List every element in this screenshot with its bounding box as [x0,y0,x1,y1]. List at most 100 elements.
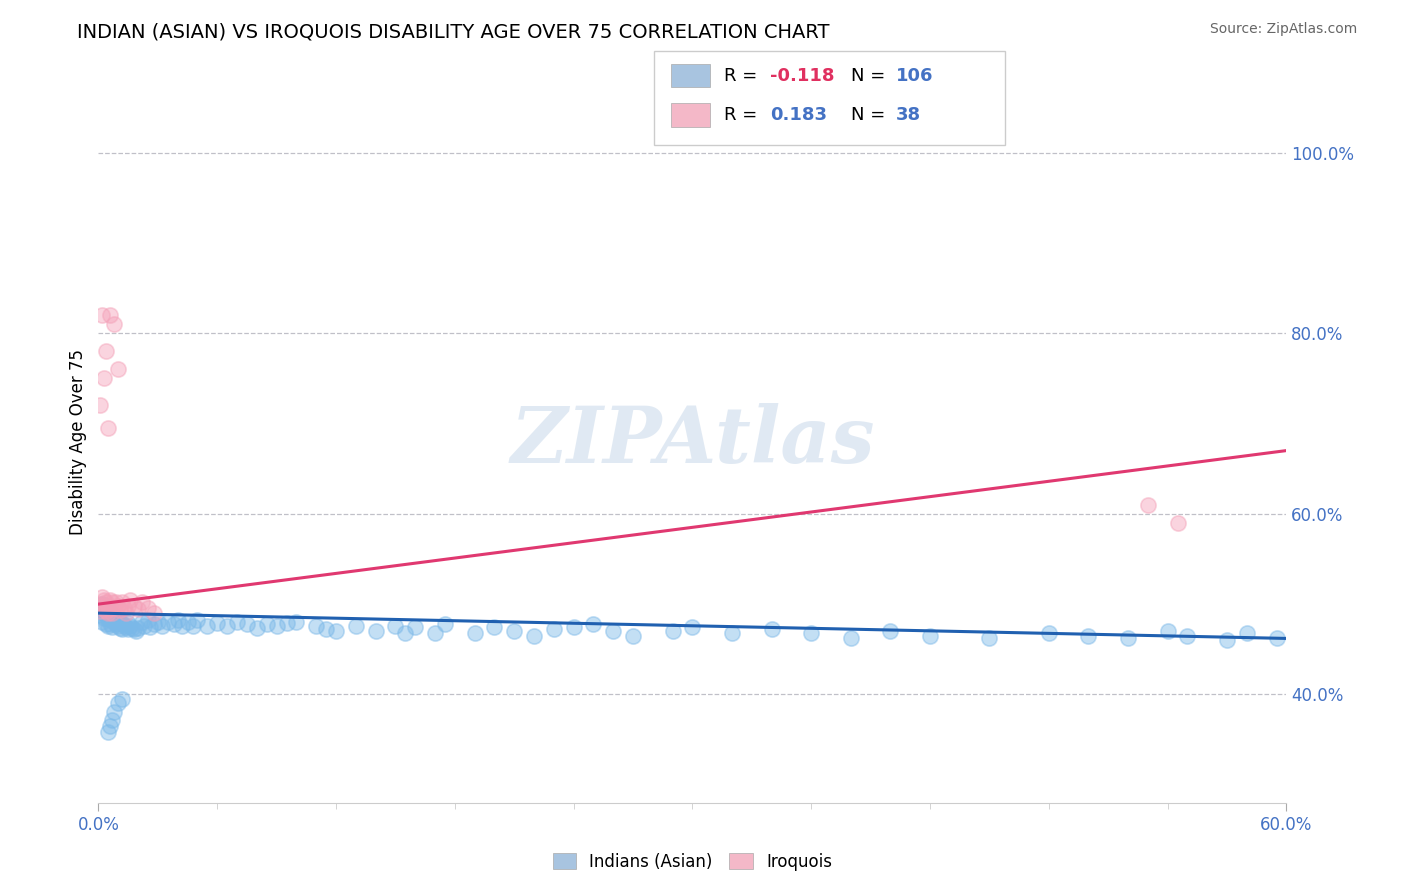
Point [879,624,901,639]
Point [108,602,131,616]
Point [93,606,115,620]
Point [1038,626,1060,640]
Point [101,613,124,627]
Text: 0.183: 0.183 [770,106,828,124]
Point [1236,626,1258,640]
Point [163,617,186,632]
Point [305,619,328,633]
Point [115,620,138,634]
Point [364,624,387,639]
Point [89,607,111,622]
Point [166,613,188,627]
Point [1136,498,1159,512]
Point [91,590,114,604]
Point [186,613,208,627]
Point [96,604,118,618]
Point [98,308,121,322]
Text: N =: N = [851,106,890,124]
Point [127,621,149,635]
Point [96,617,118,632]
Point [105,617,128,632]
Text: R =: R = [724,67,763,85]
Point [117,616,139,631]
Point [103,317,125,331]
Point [122,623,145,637]
Point [146,615,169,630]
Point [315,623,337,637]
Point [562,620,585,634]
Text: 106: 106 [896,67,934,85]
Point [101,595,124,609]
Point [93,592,115,607]
Point [98,611,121,625]
Point [285,615,308,630]
Text: ZIPAtlas: ZIPAtlas [510,403,875,480]
Point [105,595,128,609]
Point [246,621,269,635]
Text: -0.118: -0.118 [770,67,835,85]
Point [97,606,120,620]
Point [98,719,121,733]
Point [170,619,193,633]
Point [920,629,942,643]
Point [89,398,111,412]
Point [176,615,198,630]
Point [89,601,111,615]
Point [91,604,114,618]
Point [721,626,744,640]
Point [103,706,125,720]
Point [111,595,134,609]
Point [839,632,862,646]
Point [127,601,149,615]
Point [91,597,114,611]
Point [142,606,165,620]
Point [183,619,205,633]
Point [96,595,118,609]
Point [96,607,118,622]
Point [1167,516,1189,530]
Point [97,599,120,613]
Point [120,619,142,633]
Point [139,620,162,634]
Point [621,629,644,643]
Point [101,606,124,620]
Text: Source: ZipAtlas.com: Source: ZipAtlas.com [1209,22,1357,37]
Point [108,615,131,630]
Point [131,595,153,609]
Point [125,624,148,639]
Point [93,610,115,624]
Point [97,421,120,435]
Point [111,692,134,706]
Point [543,623,565,637]
Point [1156,624,1178,639]
Point [91,308,114,322]
Point [150,619,173,633]
Legend: Indians (Asian), Iroquois: Indians (Asian), Iroquois [546,847,839,878]
Point [121,621,143,635]
Point [266,619,288,633]
Point [761,623,783,637]
Point [132,619,155,633]
Text: R =: R = [724,106,763,124]
Point [97,619,120,633]
Point [89,604,111,618]
Text: 38: 38 [896,106,921,124]
Point [98,592,121,607]
Point [236,617,259,632]
Point [117,599,139,613]
Point [107,362,129,376]
Point [433,617,456,632]
Point [464,626,486,640]
Point [1116,632,1139,646]
Text: INDIAN (ASIAN) VS IROQUOIS DISABILITY AGE OVER 75 CORRELATION CHART: INDIAN (ASIAN) VS IROQUOIS DISABILITY AG… [77,22,830,41]
Point [523,629,546,643]
Point [217,619,239,633]
Point [404,620,426,634]
Point [142,617,165,632]
Point [97,603,120,617]
Point [97,725,120,739]
Point [103,609,125,624]
Point [111,616,134,631]
Point [979,632,1001,646]
Point [602,624,624,639]
